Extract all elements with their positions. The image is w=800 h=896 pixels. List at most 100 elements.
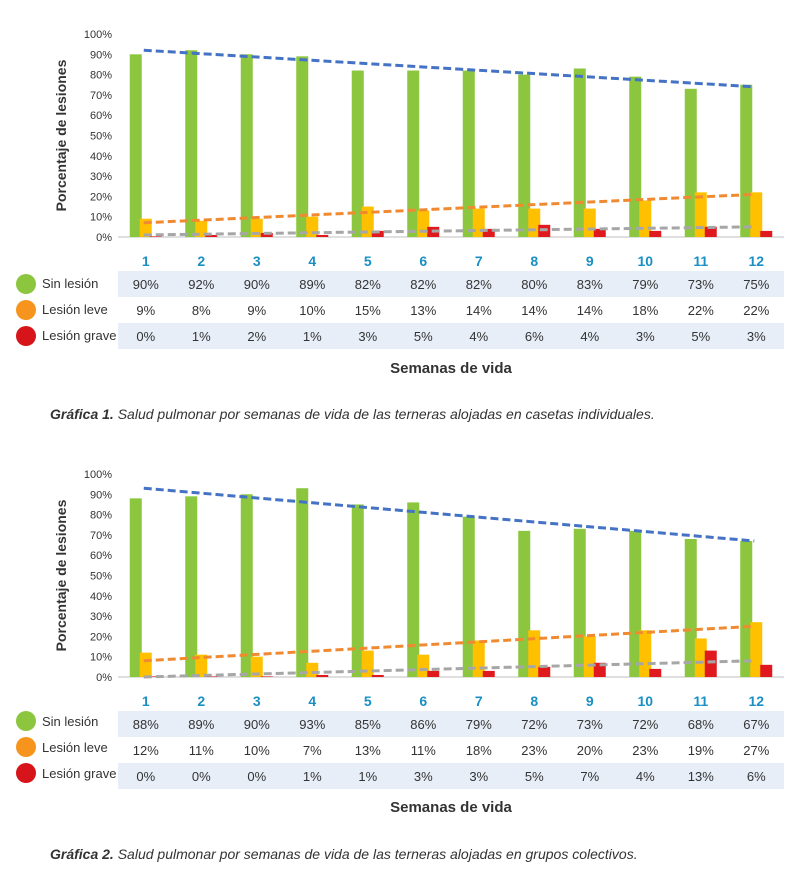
table-cell-lesion-grave: 6%: [747, 769, 766, 784]
y-tick-label: 50%: [90, 571, 112, 583]
table-cell-lesion-grave: 0%: [136, 329, 155, 344]
table-cell-sin-lesion: 72%: [521, 717, 547, 732]
week-label: 12: [748, 693, 764, 709]
week-label: 3: [253, 253, 261, 269]
table-cell-sin-lesion: 89%: [188, 717, 214, 732]
legend-marker-sin-lesion: [16, 711, 36, 731]
table-cell-sin-lesion: 83%: [577, 277, 603, 292]
table-cell-lesion-grave: 4%: [469, 329, 488, 344]
table-cell-lesion-leve: 23%: [632, 743, 658, 758]
table-row-band-sin-lesion: [118, 271, 784, 297]
table-cell-lesion-leve: 14%: [521, 303, 547, 318]
bar-sin-lesion-week-7: [462, 516, 475, 677]
bar-lesion-grave-week-3: [260, 676, 273, 677]
bar-lesion-leve-week-9: [583, 636, 596, 677]
week-label: 4: [308, 253, 316, 269]
week-label: 12: [748, 253, 764, 269]
legend-label-sin-lesion: Sin lesión: [42, 276, 98, 291]
bar-sin-lesion-week-5: [351, 504, 364, 677]
table-cell-sin-lesion: 72%: [632, 717, 658, 732]
table-cell-sin-lesion: 88%: [133, 717, 159, 732]
bar-sin-lesion-week-10: [629, 76, 642, 237]
legend-marker-lesion-grave: [16, 763, 36, 783]
legend-label-lesion-leve: Lesión leve: [42, 740, 108, 755]
table-cell-lesion-leve: 11%: [189, 743, 214, 758]
table-cell-lesion-leve: 12%: [133, 743, 159, 758]
table-cell-lesion-grave: 7%: [580, 769, 599, 784]
legend-label-lesion-grave: Lesión grave: [42, 328, 116, 343]
week-label: 8: [530, 693, 538, 709]
table-cell-lesion-grave: 4%: [636, 769, 655, 784]
y-tick-label: 40%: [90, 151, 112, 163]
table-cell-sin-lesion: 68%: [688, 717, 714, 732]
week-label: 1: [142, 693, 150, 709]
y-tick-label: 0%: [96, 232, 112, 244]
table-cell-lesion-leve: 13%: [355, 743, 381, 758]
table-cell-lesion-leve: 10%: [244, 743, 270, 758]
legend-label-lesion-grave: Lesión grave: [42, 766, 116, 781]
week-label: 6: [419, 253, 427, 269]
caption-1-number: Gráfica 1.: [50, 406, 114, 422]
bar-lesion-leve-week-5: [361, 650, 374, 677]
table-cell-lesion-leve: 14%: [577, 303, 603, 318]
table-cell-lesion-grave: 3%: [469, 769, 488, 784]
table-cell-lesion-leve: 23%: [521, 743, 547, 758]
bar-lesion-leve-week-10: [639, 630, 652, 677]
y-tick-label: 30%: [90, 611, 112, 623]
table-cell-lesion-grave: 3%: [358, 329, 377, 344]
y-tick-label: 10%: [90, 652, 112, 664]
week-label: 9: [586, 693, 594, 709]
table-cell-lesion-leve: 27%: [743, 743, 769, 758]
bar-lesion-grave-week-5: [371, 230, 384, 237]
bar-sin-lesion-week-1: [129, 54, 142, 237]
week-label: 4: [308, 693, 316, 709]
week-label: 2: [197, 693, 205, 709]
table-row-band-lesion-grave: [118, 323, 784, 349]
caption-1-text: Salud pulmonar por semanas de vida de la…: [113, 406, 655, 422]
week-label: 11: [693, 253, 708, 269]
bar-lesion-leve-week-1: [139, 652, 152, 677]
bar-lesion-grave-week-7: [482, 670, 495, 677]
bar-lesion-leve-week-3: [250, 656, 263, 677]
trend-line-lesion-leve: [143, 192, 755, 225]
table-cell-lesion-leve: 15%: [355, 303, 381, 318]
week-label: 10: [637, 253, 653, 269]
table-cell-sin-lesion: 82%: [410, 277, 436, 292]
table-cell-lesion-leve: 9%: [136, 303, 155, 318]
legend-marker-lesion-grave: [16, 326, 36, 346]
table-cell-lesion-grave: 4%: [580, 329, 599, 344]
bar-sin-lesion-week-4: [296, 488, 309, 677]
bar-sin-lesion-week-6: [407, 70, 420, 237]
table-cell-sin-lesion: 89%: [299, 277, 325, 292]
table-cell-lesion-grave: 0%: [192, 769, 211, 784]
table-cell-lesion-grave: 5%: [691, 329, 710, 344]
bar-lesion-grave-week-1: [149, 236, 162, 237]
table-cell-lesion-leve: 13%: [410, 303, 436, 318]
y-tick-label: 50%: [90, 131, 112, 143]
table-cell-lesion-leve: 7%: [303, 743, 322, 758]
table-cell-lesion-leve: 18%: [466, 743, 492, 758]
bar-sin-lesion-week-2: [185, 50, 198, 237]
week-label: 6: [419, 693, 427, 709]
trend-line-lesion-grave: [143, 659, 755, 679]
bar-lesion-grave-week-4: [316, 674, 329, 677]
y-tick-label: 80%: [90, 70, 112, 82]
bar-lesion-grave-week-10: [649, 668, 662, 677]
bar-lesion-grave-week-3: [260, 232, 273, 237]
table-cell-sin-lesion: 75%: [743, 277, 769, 292]
table-cell-sin-lesion: 73%: [688, 277, 714, 292]
bar-lesion-leve-week-12: [750, 192, 763, 237]
table-cell-lesion-grave: 3%: [414, 769, 433, 784]
table-cell-lesion-leve: 18%: [632, 303, 658, 318]
y-tick-label: 90%: [90, 489, 112, 501]
bar-sin-lesion-week-12: [740, 540, 753, 677]
chart-casetas-individuales: 0%10%20%30%40%50%60%70%80%90%100%Porcent…: [16, 29, 784, 377]
table-row-band-lesion-grave: [118, 763, 784, 789]
y-tick-label: 70%: [90, 530, 112, 542]
bar-lesion-leve-week-5: [361, 206, 374, 237]
table-cell-sin-lesion: 73%: [577, 717, 603, 732]
table-cell-lesion-leve: 20%: [577, 743, 603, 758]
y-tick-label: 100%: [84, 29, 112, 41]
bar-lesion-grave-week-9: [593, 662, 606, 677]
y-tick-label: 100%: [84, 469, 112, 481]
